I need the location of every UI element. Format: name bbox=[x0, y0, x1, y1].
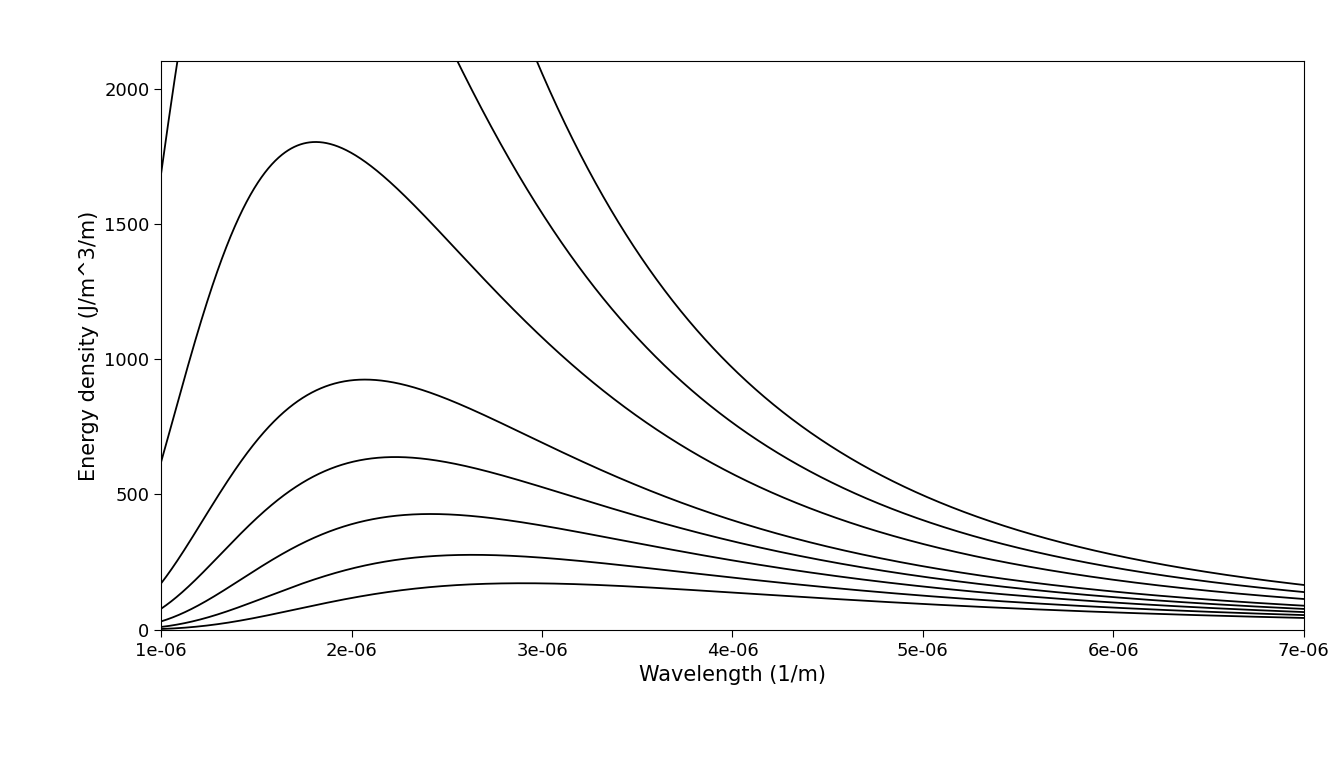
Y-axis label: Energy density (J/m^3/m): Energy density (J/m^3/m) bbox=[78, 210, 98, 481]
X-axis label: Wavelength (1/m): Wavelength (1/m) bbox=[638, 665, 827, 685]
